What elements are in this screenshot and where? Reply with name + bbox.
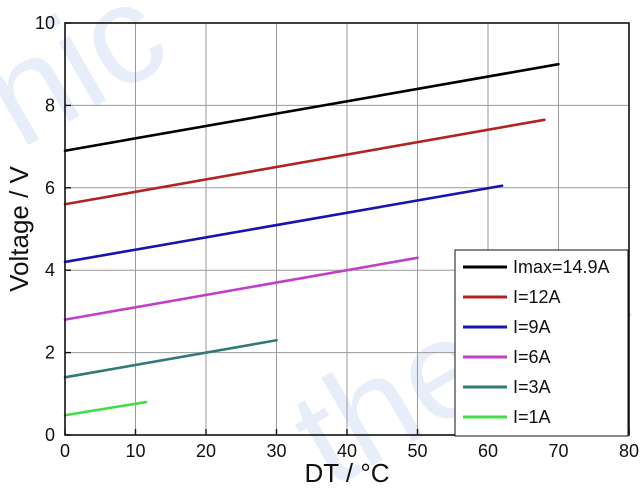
legend-label-6: I=1A	[513, 407, 551, 427]
legend-label-1: Imax=14.9A	[513, 257, 610, 277]
x-tick-label: 80	[619, 441, 639, 461]
series-line-3	[63, 184, 504, 264]
series-line-6	[63, 400, 148, 417]
legend-label-5: I=3A	[513, 377, 551, 397]
y-axis-title: Voltage / V	[4, 165, 34, 291]
legend-label-2: I=12A	[513, 287, 561, 307]
x-tick-label: 20	[196, 441, 216, 461]
legend-box	[454, 249, 629, 437]
y-tick-label: 0	[45, 425, 55, 445]
x-axis-title: DT / °C	[304, 458, 389, 488]
y-tick-label: 6	[45, 178, 55, 198]
y-tick-label: 8	[45, 95, 55, 115]
series-line-2	[63, 118, 546, 206]
legend-label-3: I=9A	[513, 317, 551, 337]
watermark-left: nic	[0, 0, 190, 176]
legend: Imax=14.9A I=12A I=9A I=6A I=3A I=1A	[454, 249, 629, 437]
x-tick-label: 70	[548, 441, 568, 461]
x-tick-label: 50	[407, 441, 427, 461]
series-line-4	[63, 256, 419, 321]
legend-label-4: I=6A	[513, 347, 551, 367]
y-tick-label: 2	[45, 343, 55, 363]
x-tick-label: 40	[337, 441, 357, 461]
series-line-5	[63, 338, 278, 379]
axis-ticks: 0 10 20 30 40 50 60 70 80 0 2 4 6 8 10	[35, 13, 639, 461]
x-tick-label: 10	[125, 441, 145, 461]
x-tick-label: 30	[266, 441, 286, 461]
series-line-1	[63, 62, 560, 153]
x-tick-label: 0	[60, 441, 70, 461]
y-tick-label: 10	[35, 13, 55, 33]
y-tick-label: 4	[45, 260, 55, 280]
series-layer	[63, 62, 560, 417]
x-tick-label: 60	[478, 441, 498, 461]
